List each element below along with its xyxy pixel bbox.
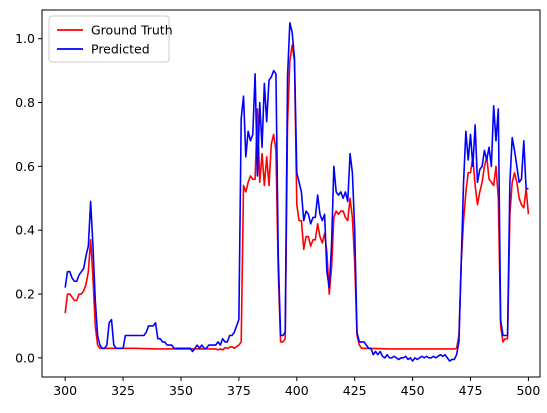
x-tick-label: 400 [285,383,309,398]
y-tick-label: 0.6 [15,159,35,174]
legend-box [48,15,170,63]
plot-frame [41,9,541,378]
legend: Ground Truth Predicted [48,15,173,63]
legend-label: Predicted [91,42,150,57]
y-tick-label: 0.4 [15,223,35,238]
plot-area [64,21,530,362]
y-tick-label: 1.0 [15,31,35,46]
x-tick-label: 300 [53,383,77,398]
x-tick-label: 500 [516,383,540,398]
y-axis: 0.0 0.2 0.4 0.6 0.8 1.0 [15,31,42,365]
x-tick-label: 350 [169,383,193,398]
x-axis: 300 325 350 375 400 425 450 475 500 [53,377,540,398]
x-tick-label: 425 [343,383,367,398]
y-tick-label: 0.0 [15,350,35,365]
series-line-predicted [64,21,529,362]
y-tick-label: 0.8 [15,95,35,110]
x-tick-label: 375 [227,383,251,398]
x-tick-label: 475 [459,383,483,398]
y-tick-label: 0.2 [15,287,35,302]
legend-label: Ground Truth [91,23,173,38]
x-tick-label: 325 [111,383,135,398]
x-tick-label: 450 [401,383,425,398]
